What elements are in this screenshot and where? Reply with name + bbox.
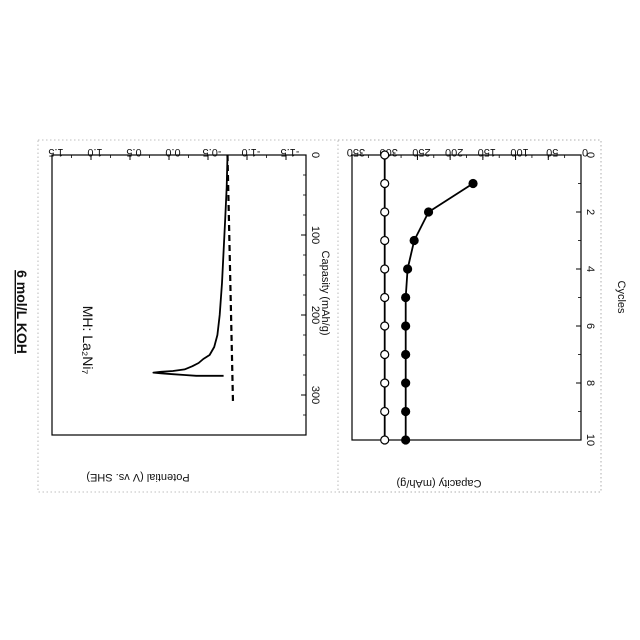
potential-chart-ylabel: Potential (V vs. SHE) — [86, 471, 189, 483]
cycle-chart-point-1 — [402, 436, 410, 444]
cycle-chart-point-0 — [381, 322, 389, 330]
cycle-chart-ytick-label: 100 — [510, 146, 528, 158]
cycle-chart-point-1 — [469, 180, 477, 188]
cycle-chart-ytick-label: 350 — [347, 146, 365, 158]
cycle-chart: 350300250200150100500 0246810 Cycles Cap… — [347, 146, 627, 489]
cycle-chart-xtick-label: 10 — [584, 434, 596, 446]
capacity-series — [381, 151, 477, 444]
cycle-chart-xtick-label: 0 — [584, 152, 596, 158]
cycle-chart-point-0 — [381, 151, 389, 159]
cycle-chart-point-0 — [381, 265, 389, 273]
potential-chart-xtick-label: 100 — [309, 226, 321, 244]
cycle-chart-xtick-label: 4 — [584, 266, 596, 272]
cycle-chart-point-1 — [410, 237, 418, 245]
potential-chart-ytick-label: 0.5 — [126, 146, 141, 158]
cycle-chart-point-0 — [381, 208, 389, 216]
figure-title: 6 mol/L KOH — [14, 270, 30, 354]
potential-chart-ytick-label: -1.5 — [281, 146, 300, 158]
cycle-chart-point-0 — [381, 237, 389, 245]
potential-chart-ytick-label: -0.5 — [203, 146, 222, 158]
potential-chart-series-line-1 — [228, 155, 234, 403]
potential-chart-ytick-label: 1.0 — [87, 146, 102, 158]
cycle-chart-ylabel: Capacity (mAh/g) — [397, 477, 482, 489]
capacity-axis-ticks: 0100200300 — [301, 152, 321, 435]
cycle-chart-point-0 — [381, 351, 389, 359]
cycle-chart-ytick-label: 150 — [478, 146, 496, 158]
cycle-chart-series-line-1 — [406, 184, 473, 441]
potential-chart-xlabel: Capasity (mAh/g) — [319, 251, 331, 336]
cycle-chart-point-1 — [425, 208, 433, 216]
potential-chart-series-line-0 — [153, 155, 227, 376]
alloy-annotation: MH: La₂Ni₇ — [80, 306, 96, 375]
potential-chart-plot-area — [52, 155, 306, 435]
potential-axis-ticks: 1.5 1.0 0.5 0.0 -0.5 -1.0 -1.5 — [48, 146, 299, 160]
cycle-chart-ytick-label: 250 — [412, 146, 430, 158]
bottom-panel-frame — [338, 140, 601, 492]
cycle-chart-xlabel: Cycles — [615, 280, 627, 314]
potential-series — [153, 155, 233, 403]
potential-chart-xtick-label: 300 — [309, 386, 321, 404]
cycle-chart-point-1 — [402, 379, 410, 387]
cycle-chart-xtick-label: 6 — [584, 323, 596, 329]
cycle-chart-ytick-label: 200 — [445, 146, 463, 158]
cycle-chart-point-0 — [381, 379, 389, 387]
cycle-chart-point-0 — [381, 408, 389, 416]
cycle-chart-point-1 — [402, 294, 410, 302]
cycle-chart-xtick-label: 2 — [584, 209, 596, 215]
potential-chart-ytick-label: 1.5 — [48, 146, 63, 158]
cycle-chart-point-1 — [402, 408, 410, 416]
cycle-chart-point-0 — [381, 436, 389, 444]
potential-chart-ytick-label: -1.0 — [242, 146, 261, 158]
cycles-axis-ticks: 0 2 4 6 8 10 — [576, 152, 596, 446]
cycle-chart-point-1 — [404, 265, 412, 273]
potential-chart-ytick-label: 0.0 — [165, 146, 180, 158]
cycle-chart-point-1 — [402, 351, 410, 359]
cycle-chart-point-0 — [381, 294, 389, 302]
cycle-chart-point-0 — [381, 180, 389, 188]
potential-chart-xtick-label: 0 — [309, 152, 321, 158]
cycle-chart-point-1 — [402, 322, 410, 330]
cycle-chart-xtick-label: 8 — [584, 380, 596, 386]
